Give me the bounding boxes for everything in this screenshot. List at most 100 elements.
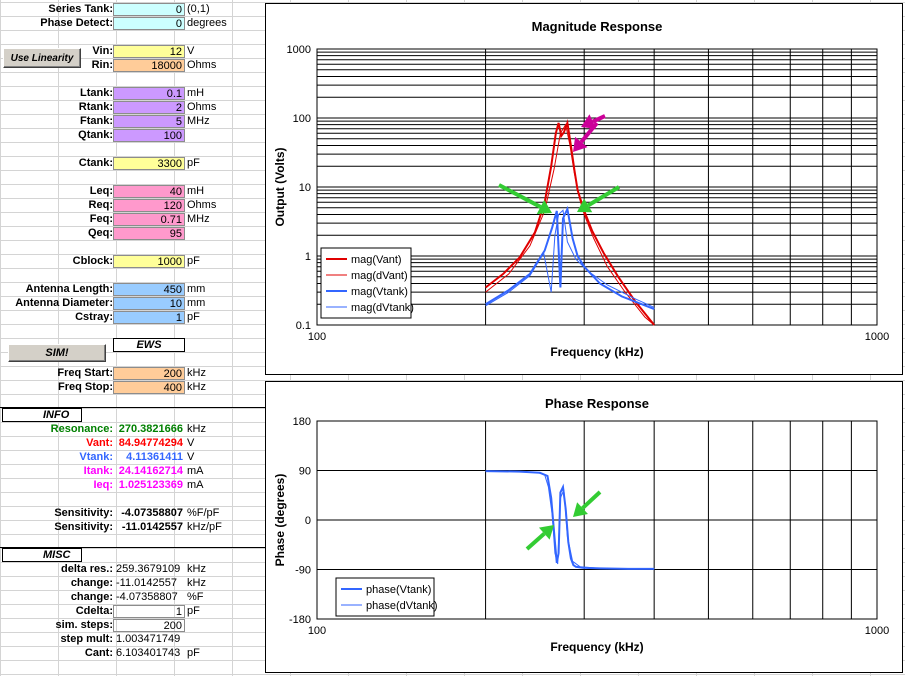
param-unit: MHz: [187, 115, 210, 127]
chart-title: Magnitude Response: [532, 19, 663, 34]
misc-label: step mult:: [60, 633, 113, 645]
info-value: 4.11361411: [126, 451, 183, 463]
annotation-arrow-head: [538, 525, 554, 540]
info-value: 24.14162714: [118, 465, 183, 477]
param-unit: pF: [187, 157, 200, 169]
param-row: Rtank: 2 Ohms: [0, 101, 265, 115]
param-row: Ftank: 5 MHz: [0, 115, 265, 129]
magnitude-chart[interactable]: Magnitude Response Frequency (kHz) Output …: [265, 3, 903, 375]
x-tick-label: 1000: [865, 331, 889, 343]
param-label: Feq:: [89, 213, 113, 225]
info-unit: %F/pF: [187, 507, 220, 519]
misc-row: step mult: 1.003471749: [0, 633, 265, 647]
info-unit: kHz/pF: [187, 521, 222, 533]
info-label: Vtank:: [79, 451, 113, 463]
y-tick-label: 0.1: [296, 320, 311, 332]
sim-button[interactable]: SIM!: [8, 344, 106, 362]
param-value-cell[interactable]: 120: [113, 199, 185, 212]
param-value-cell[interactable]: 3300: [113, 157, 185, 170]
param-label: Cblock:: [72, 255, 113, 267]
param-value-cell[interactable]: 100: [113, 129, 185, 142]
param-value-cell[interactable]: 1: [113, 311, 185, 324]
param-row: Req: 120 Ohms: [0, 199, 265, 213]
misc-row: delta res.: 259.3679109 kHz: [0, 563, 265, 577]
info-unit: mA: [187, 479, 204, 491]
misc-label: delta res.:: [61, 563, 113, 575]
param-value-cell[interactable]: 18000: [113, 59, 185, 72]
param-unit: mm: [187, 283, 206, 295]
info-row: Sensitivity: -4.07358807 %F/pF: [0, 507, 265, 521]
param-label: Req:: [88, 199, 113, 211]
param-label: Leq:: [89, 185, 113, 197]
y-tick-label: 0: [305, 515, 311, 527]
annotation-arrow-head: [573, 502, 588, 517]
misc-row: sim. steps: 200: [0, 619, 265, 633]
misc-value: 6.103401743: [116, 647, 181, 659]
misc-row: Cant: 6.103401743 pF: [0, 647, 265, 661]
param-value-cell[interactable]: 95: [113, 227, 185, 240]
param-value-cell[interactable]: 0.71: [113, 213, 185, 226]
param-value-cell[interactable]: 10: [113, 297, 185, 310]
legend-box: [335, 577, 435, 617]
series-line-phasevtank: [485, 470, 655, 570]
param-row: Freq Stop: 400 kHz: [0, 381, 265, 395]
param-label: Cstray:: [75, 311, 113, 323]
misc-row: change: -4.07358807 %F: [0, 591, 265, 605]
misc-label: change:: [70, 577, 113, 589]
info-row: Vtank: 4.11361411 V: [0, 451, 265, 465]
info-unit: kHz: [187, 423, 206, 435]
param-row: Rin: 18000 Ohms: [0, 59, 265, 73]
misc-label: sim. steps:: [55, 619, 113, 631]
annotation-arrow-head: [581, 114, 597, 129]
param-unit: mm: [187, 297, 206, 309]
param-row: Vin: 12 V: [0, 45, 265, 59]
param-row: Antenna Diameter: 10 mm: [0, 297, 265, 311]
y-tick-label: 90: [299, 466, 311, 478]
y-tick-label: -180: [289, 614, 311, 626]
param-value-cell[interactable]: 40: [113, 185, 185, 198]
param-unit: V: [187, 45, 195, 57]
info-value: -4.07358807: [121, 507, 183, 519]
legend-entry: phase(dVtank): [366, 600, 438, 612]
param-value-cell[interactable]: 1000: [113, 255, 185, 268]
param-row: Cblock: 1000 pF: [0, 255, 265, 269]
param-unit: Ohms: [187, 199, 217, 211]
param-row: Ctank: 3300 pF: [0, 157, 265, 171]
annotation-arrow-shaft: [581, 490, 602, 510]
param-value-cell[interactable]: 0: [113, 3, 185, 16]
x-axis-label: Frequency (kHz): [550, 345, 643, 359]
param-value-cell[interactable]: 450: [113, 283, 185, 296]
param-row: Qtank: 100: [0, 129, 265, 143]
phase-chart-svg: Phase Response Frequency (kHz) Phase (degr…: [273, 396, 889, 654]
param-row: Phase Detect: 0 degrees: [0, 17, 265, 31]
series-line-magvant: [484, 118, 655, 326]
param-value-cell[interactable]: 12: [113, 45, 185, 58]
use-linearity-button[interactable]: Use Linearity: [3, 48, 81, 68]
param-value-cell[interactable]: 0.1: [113, 87, 185, 100]
param-value-cell[interactable]: 5: [113, 115, 185, 128]
param-value-cell[interactable]: 2: [113, 101, 185, 114]
param-label: Freq Stop:: [58, 381, 113, 393]
param-unit: Ohms: [187, 59, 217, 71]
misc-row: change: -11.0142557 kHz: [0, 577, 265, 591]
param-value-cell[interactable]: 200: [113, 367, 185, 380]
param-value-cell[interactable]: 400: [113, 381, 185, 394]
misc-unit: kHz: [187, 577, 206, 589]
misc-value: 1.003471749: [116, 633, 181, 645]
param-label: Freq Start:: [57, 367, 113, 379]
misc-value: -11.0142557: [116, 577, 177, 589]
param-label: Antenna Length:: [25, 283, 113, 295]
legend-entry: mag(Vtank): [351, 286, 408, 298]
chart-title: Phase Response: [545, 396, 649, 411]
param-row: Antenna Length: 450 mm: [0, 283, 265, 297]
param-row: Cstray: 1 pF: [0, 311, 265, 325]
annotation-arrow-shaft: [525, 532, 546, 551]
y-tick-label: -90: [295, 565, 311, 577]
param-row: Qeq: 95: [0, 227, 265, 241]
info-row: Ieq: 1.025123369 mA: [0, 479, 265, 493]
phase-chart[interactable]: Phase Response Frequency (kHz) Phase (degr…: [265, 381, 903, 673]
info-label: Resonance:: [50, 423, 113, 435]
x-tick-label: 100: [308, 625, 326, 637]
annotation-arrow-shaft: [591, 114, 606, 124]
param-value-cell[interactable]: 0: [113, 17, 185, 30]
